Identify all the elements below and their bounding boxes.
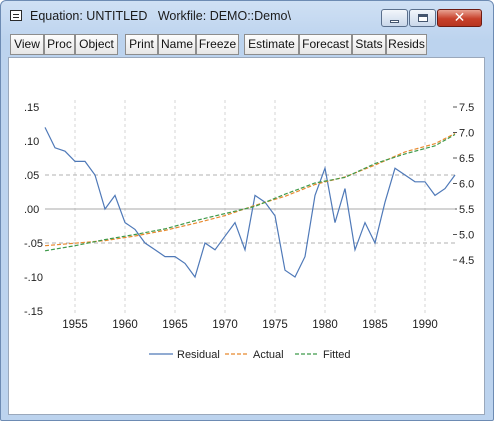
name-button[interactable]: Name: [158, 34, 196, 55]
graph-area[interactable]: 1955 1960 1965 1970 1975 1980 1985 1990 .15 .10 .0…: [8, 57, 485, 415]
minimize-icon: [390, 19, 399, 23]
proc-button[interactable]: Proc: [44, 34, 75, 55]
freeze-button[interactable]: Freeze: [196, 34, 239, 55]
title-bar[interactable]: Equation: UNTITLED Workfile: DEMO::Demo\…: [1, 1, 493, 31]
maximize-icon: [417, 14, 428, 22]
legend-label-fitted: Fitted: [323, 349, 351, 361]
x-tick-label: 1990: [412, 319, 438, 331]
left-axis-tick-label: -.10: [24, 272, 43, 284]
right-axis-tick-label: 4.5: [459, 255, 474, 267]
close-button[interactable]: ✕: [437, 9, 482, 27]
stats-button[interactable]: Stats: [352, 34, 386, 55]
print-button[interactable]: Print: [125, 34, 158, 55]
resids-button[interactable]: Resids: [386, 34, 427, 55]
left-axis-tick-label: .05: [24, 170, 39, 182]
window-title: Equation: UNTITLED Workfile: DEMO::Demo\: [30, 9, 291, 23]
left-axis-tick-label: .10: [24, 136, 39, 148]
view-button[interactable]: View: [10, 34, 44, 55]
residual-actual-fitted-chart: 1955 1960 1965 1970 1975 1980 1985 1990 .15 .10 .0…: [24, 100, 474, 361]
object-button[interactable]: Object: [75, 34, 118, 55]
right-axis-tick-label: 5.5: [459, 204, 474, 216]
estimate-button[interactable]: Estimate: [244, 34, 299, 55]
forecast-button[interactable]: Forecast: [299, 34, 352, 55]
residual-series-line: [44, 127, 456, 279]
x-tick-label: 1955: [62, 319, 88, 331]
right-axis-tick-label: 7.0: [459, 128, 474, 140]
x-tick-label: 1970: [212, 319, 238, 331]
legend-label-residual: Residual: [177, 349, 220, 361]
right-axis-tick-label: 5.0: [459, 230, 474, 242]
x-tick-label: 1975: [262, 319, 288, 331]
left-axis-tick-label: .15: [24, 102, 39, 114]
actual-series-line: [44, 132, 456, 247]
left-axis-tick-label: .00: [24, 204, 39, 216]
x-tick-label: 1960: [112, 319, 138, 331]
minimize-button[interactable]: [381, 9, 408, 27]
x-tick-label: 1965: [162, 319, 188, 331]
close-icon: ✕: [453, 10, 466, 26]
equation-window-icon[interactable]: [10, 10, 22, 21]
maximize-button[interactable]: [409, 9, 436, 27]
left-axis-tick-label: -.05: [24, 238, 43, 250]
x-tick-label: 1985: [362, 319, 388, 331]
x-tick-label: 1980: [312, 319, 338, 331]
fitted-series-line: [44, 133, 456, 252]
toolbar: View Proc Object Print Name Freeze Estim…: [1, 34, 493, 56]
right-axis-tick-label: 6.5: [459, 153, 474, 165]
right-axis-tick-label: 6.0: [459, 179, 474, 191]
left-axis-tick-label: -.15: [24, 306, 43, 318]
right-axis-tick-label: 7.5: [459, 102, 474, 114]
legend-label-actual: Actual: [253, 349, 284, 361]
